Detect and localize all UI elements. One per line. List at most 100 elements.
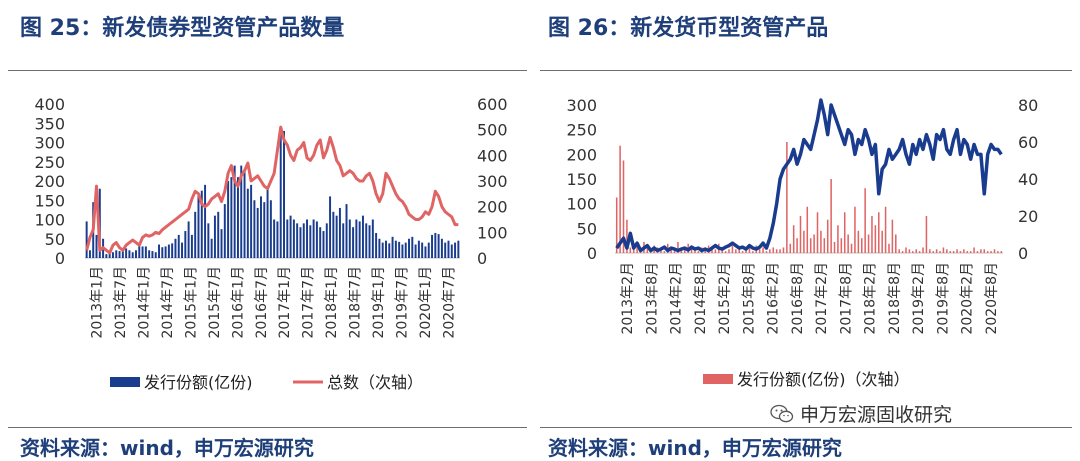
chart1-bar bbox=[391, 236, 394, 258]
chart1-x-tick-label: 2016年7月 bbox=[254, 266, 270, 339]
chart2-right-tick-label: 40 bbox=[1018, 170, 1038, 189]
chart2-bar bbox=[884, 206, 887, 253]
chart1-bar bbox=[454, 242, 457, 258]
chart2-series-line bbox=[615, 98, 1003, 253]
chart1-bar bbox=[338, 207, 341, 258]
chart2-bar bbox=[622, 160, 625, 253]
chart1-right-tick-label: 100 bbox=[477, 223, 508, 242]
chart1-x-tick-label: 2019年1月 bbox=[371, 266, 387, 339]
chart2-bar bbox=[963, 249, 965, 253]
chart2-bar bbox=[840, 238, 843, 253]
left-chart-title: 图 25：新发债券型资管产品数量 bbox=[20, 16, 345, 41]
chart2-bar bbox=[850, 243, 853, 253]
chart1-bar bbox=[325, 223, 328, 258]
chart2-legend-label: 发行份额(亿份)（次轴） bbox=[737, 370, 910, 389]
chart2-bar bbox=[956, 249, 958, 253]
chart2-bar bbox=[983, 249, 986, 253]
chart1-bar bbox=[286, 219, 289, 258]
chart1-left-tick-label: 150 bbox=[34, 191, 65, 210]
chart1-bar bbox=[434, 232, 437, 258]
chart1-bar bbox=[401, 244, 404, 258]
right-chart-title: 图 26：新发货币型资管产品 bbox=[548, 16, 829, 41]
chart1-bar bbox=[352, 227, 355, 258]
chart1-bar bbox=[158, 244, 160, 258]
chart1-bar bbox=[329, 196, 332, 258]
chart1-bar bbox=[161, 247, 164, 258]
chart1-bar bbox=[230, 177, 233, 258]
chart2-bar bbox=[677, 241, 679, 253]
chart2-x-tick-label: 2019年8月 bbox=[935, 262, 951, 335]
chart1-x-tick-label: 2020年1月 bbox=[418, 266, 434, 339]
chart2-bar bbox=[895, 234, 897, 253]
chart2-x-tick-label: 2018年2月 bbox=[863, 262, 879, 335]
chart1-bar bbox=[322, 231, 325, 258]
chart2-bar bbox=[765, 251, 768, 253]
chart1-bar bbox=[260, 196, 262, 258]
watermark-text: 申万宏源固收研究 bbox=[800, 404, 953, 426]
chart1-x-tick-label: 2014年7月 bbox=[160, 266, 176, 339]
chart1-left-tick-label: 250 bbox=[34, 153, 65, 172]
chart2-bar bbox=[969, 251, 972, 253]
chart1-x-tick-label: 2015年7月 bbox=[207, 266, 223, 339]
chart2-bar bbox=[980, 249, 982, 253]
chart1-bar bbox=[299, 227, 302, 258]
chart1-bar bbox=[312, 219, 315, 258]
chart1-right-tick-label: 200 bbox=[477, 198, 508, 217]
chart2-bar bbox=[908, 249, 911, 253]
chart2-bar bbox=[697, 251, 700, 253]
chart1-bar bbox=[404, 242, 407, 258]
chart2-bar bbox=[646, 245, 649, 253]
chart2-x-tick-label: 2014年8月 bbox=[693, 262, 709, 335]
chart1-right-tick-label: 0 bbox=[477, 249, 487, 268]
chart1-bar bbox=[437, 234, 440, 258]
chart1-bar bbox=[95, 234, 98, 258]
chart1-bar bbox=[388, 243, 391, 258]
chart1-bar bbox=[135, 250, 137, 258]
chart1-bar bbox=[447, 240, 450, 258]
chart2-bar bbox=[663, 251, 666, 253]
chart1-bar bbox=[253, 200, 256, 258]
chart1-x-tick-label: 2017年7月 bbox=[301, 266, 317, 339]
chart1-bar bbox=[138, 244, 141, 258]
chart2-right-tick-label: 0 bbox=[1018, 244, 1028, 263]
chart2-bar bbox=[843, 212, 846, 253]
chart1-bar bbox=[88, 250, 91, 258]
chart1-left-tick-label: 300 bbox=[34, 134, 65, 153]
chart1-bar bbox=[174, 238, 177, 258]
chart1-bar bbox=[111, 252, 114, 258]
chart2-bar bbox=[762, 247, 764, 253]
chart1-x-tick-label: 2020年7月 bbox=[441, 266, 457, 339]
chart1-bar bbox=[125, 248, 128, 259]
chart2-bar bbox=[993, 249, 996, 253]
chart1-bar bbox=[411, 236, 414, 258]
chart1-bar bbox=[276, 221, 279, 258]
chart1-bar bbox=[220, 229, 223, 259]
chart1-bar bbox=[128, 250, 131, 258]
chart1-bar bbox=[256, 207, 259, 258]
chart1-bar bbox=[424, 246, 427, 258]
chart2-bar bbox=[881, 230, 883, 253]
chart1-bar bbox=[283, 130, 285, 258]
chart1-right-tick-label: 400 bbox=[477, 146, 508, 165]
chart2-bar bbox=[905, 247, 907, 253]
chart1-bar bbox=[181, 242, 184, 258]
chart1-bar bbox=[306, 219, 309, 258]
chart2-bar bbox=[799, 216, 802, 253]
chart2-x-tick-label: 2015年8月 bbox=[741, 262, 757, 335]
chart2-bar bbox=[741, 251, 744, 253]
chart1-bar bbox=[398, 241, 401, 258]
chart2-bar bbox=[690, 247, 693, 253]
chart1-bar bbox=[246, 188, 249, 258]
chart1-bar bbox=[223, 204, 226, 258]
chart2-bar bbox=[860, 238, 863, 253]
chart1-bar bbox=[315, 221, 318, 258]
chart2-right-tick-label: 20 bbox=[1018, 207, 1038, 226]
chart1-bar bbox=[450, 244, 453, 258]
chart1-left-tick-label: 50 bbox=[45, 230, 65, 249]
chart2-bar bbox=[782, 247, 785, 253]
chart2-bar bbox=[714, 249, 717, 253]
chart1-bar bbox=[444, 242, 447, 258]
chart2-bar bbox=[898, 249, 900, 253]
chart1-left-tick-label: 100 bbox=[34, 211, 65, 230]
chart2-bar bbox=[629, 247, 632, 253]
